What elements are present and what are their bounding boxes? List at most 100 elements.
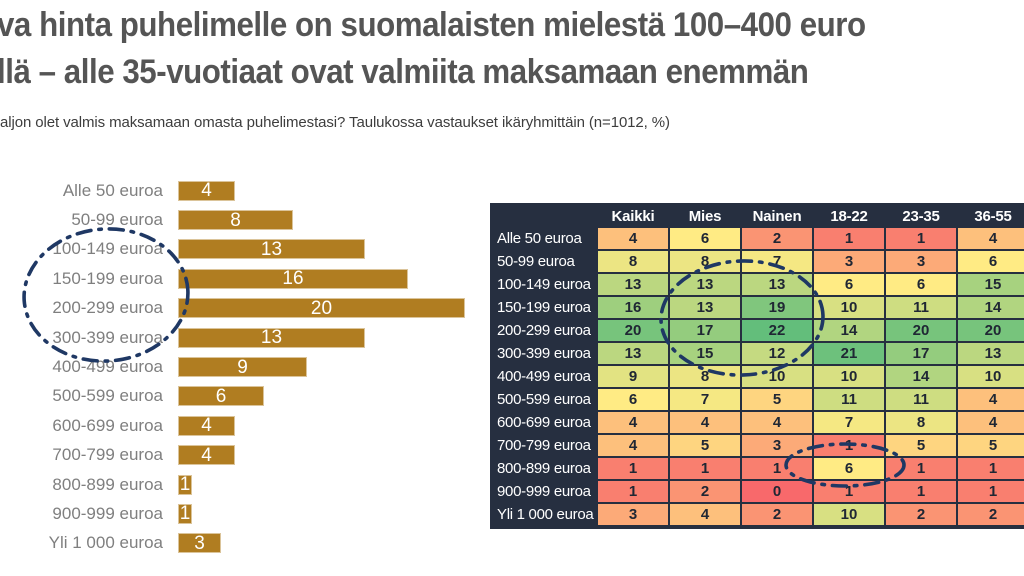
bar-value-label: 1: [179, 503, 191, 525]
heatmap-cell: 19: [742, 297, 812, 318]
heatmap-cell: 10: [742, 366, 812, 387]
heatmap-cell: 7: [670, 389, 740, 410]
heatmap-cell: 10: [958, 366, 1024, 387]
heatmap-cell: 13: [742, 274, 812, 295]
bar-category-label: 100-149 euroa: [52, 239, 163, 259]
heatmap-cell: 5: [958, 435, 1024, 456]
heatmap-table-container: Kaikki Mies Nainen 18-22 23-35 36-55 Alle 50 e…: [490, 203, 1024, 529]
bar-value-label: 9: [237, 356, 248, 378]
heatmap-cell: 15: [670, 343, 740, 364]
heatmap-cell: 3: [742, 435, 812, 456]
bar: 4: [178, 415, 235, 436]
heatmap-cell: 14: [958, 297, 1024, 318]
heatmap-row-label: 50-99 euroa: [497, 253, 575, 270]
heatmap-cell: 15: [958, 274, 1024, 295]
heatmap-cell: 14: [886, 366, 956, 387]
bar-value-label: 16: [282, 268, 304, 290]
heatmap-row-label: 800-899 euroa: [497, 460, 591, 477]
bar-category-label: 50-99 euroa: [71, 210, 163, 230]
bar-row: 50-99 euroa 8: [0, 205, 465, 234]
heatmap-cell: 4: [958, 228, 1024, 249]
bar: 3: [178, 532, 221, 554]
bar: 13: [178, 239, 365, 260]
heatmap-column-header: 23-35: [902, 207, 940, 225]
bar-row: 600-699 euroa 4: [0, 411, 465, 440]
page-title-line-2: llä – alle 35-vuotiaat ovat valmiita mak…: [0, 53, 809, 91]
heatmap-cell: 13: [598, 343, 668, 364]
heatmap-cell: 6: [886, 274, 956, 295]
heatmap-cell: 8: [598, 251, 668, 272]
bar-row: Alle 50 euroa 4: [0, 176, 465, 205]
heatmap-cell: 2: [958, 504, 1024, 525]
heatmap-cell: 16: [598, 297, 668, 318]
heatmap-cell: 5: [670, 435, 740, 456]
heatmap-cell: 9: [598, 366, 668, 387]
heatmap-cell: 1: [598, 481, 668, 502]
bar-value-label: 3: [194, 532, 205, 554]
heatmap-cell: 1: [886, 458, 956, 479]
heatmap-cell: 20: [886, 320, 956, 341]
heatmap-row-label: Yli 1 000 euroa: [497, 506, 594, 523]
heatmap-cell: 1: [814, 435, 884, 456]
heatmap-cell: 20: [958, 320, 1024, 341]
bar-row: 100-149 euroa 13: [0, 235, 465, 264]
heatmap-cell: 17: [670, 320, 740, 341]
heatmap-row-label: 400-499 euroa: [497, 368, 591, 385]
bar-row: 300-399 euroa 13: [0, 323, 465, 352]
heatmap-cell: 22: [742, 320, 812, 341]
heatmap-column-header: 18-22: [830, 207, 868, 225]
heatmap-cell: 1: [670, 458, 740, 479]
bar-category-label: 200-299 euroa: [52, 298, 163, 318]
heatmap-cell: 1: [886, 481, 956, 502]
page-title: va hinta puhelimelle on suomalaisten mie…: [0, 2, 866, 96]
heatmap-cell: 13: [598, 274, 668, 295]
bar-category-label: 800-899 euroa: [52, 474, 163, 494]
heatmap-cell: 2: [886, 504, 956, 525]
heatmap-cell: 11: [814, 389, 884, 410]
bar-category-label: 500-599 euroa: [52, 386, 163, 406]
heatmap-cell: 6: [598, 389, 668, 410]
bar-row: 500-599 euroa 6: [0, 382, 465, 411]
bar: 20: [178, 298, 465, 319]
heatmap-cell: 3: [598, 504, 668, 525]
heatmap-cell: 1: [886, 228, 956, 249]
bar-category-label: 300-399 euroa: [52, 327, 163, 347]
bar-row: Yli 1 000 euroa 3: [0, 529, 465, 558]
bar: 1: [178, 474, 192, 495]
survey-question-subtitle: aljon olet valmis maksamaan omasta puhel…: [0, 114, 670, 131]
bar-category-label: 600-699 euroa: [52, 415, 163, 435]
heatmap-row-label: 100-149 euroa: [497, 276, 591, 293]
bar: 4: [178, 445, 235, 466]
bar: 16: [178, 268, 408, 290]
heatmap-row-label: Alle 50 euroa: [497, 230, 582, 247]
bar-category-label: Alle 50 euroa: [62, 180, 163, 200]
heatmap-row-label: 150-199 euroa: [497, 299, 591, 316]
bar-value-label: 4: [201, 180, 212, 202]
heatmap-cell: 3: [814, 251, 884, 272]
heatmap-cell: 5: [742, 389, 812, 410]
heatmap-cell: 10: [814, 297, 884, 318]
heatmap-row-label: 300-399 euroa: [497, 345, 591, 362]
heatmap-row-label: 200-299 euroa: [497, 322, 591, 339]
bar-category-label: 150-199 euroa: [52, 268, 163, 288]
heatmap-cell: 4: [598, 228, 668, 249]
bar: 6: [178, 386, 264, 407]
heatmap-cell: 1: [814, 481, 884, 502]
heatmap-cell: 5: [886, 435, 956, 456]
heatmap-cell: 6: [814, 274, 884, 295]
bar-category-label: 900-999 euroa: [52, 503, 163, 523]
heatmap-cell: 4: [670, 412, 740, 433]
bar: 13: [178, 327, 365, 349]
bar-value-label: 13: [260, 327, 283, 349]
heatmap-cell: 10: [814, 504, 884, 525]
heatmap-table: Kaikki Mies Nainen 18-22 23-35 36-55 Alle 50 e…: [497, 206, 1024, 525]
heatmap-row-label: 700-799 euroa: [497, 437, 591, 454]
heatmap-cell: 7: [742, 251, 812, 272]
bar-row: 200-299 euroa 20: [0, 294, 465, 323]
heatmap-cell: 12: [742, 343, 812, 364]
heatmap-cell: 4: [598, 412, 668, 433]
heatmap-cell: 4: [670, 504, 740, 525]
bar: 1: [178, 503, 192, 525]
heatmap-cell: 4: [742, 412, 812, 433]
